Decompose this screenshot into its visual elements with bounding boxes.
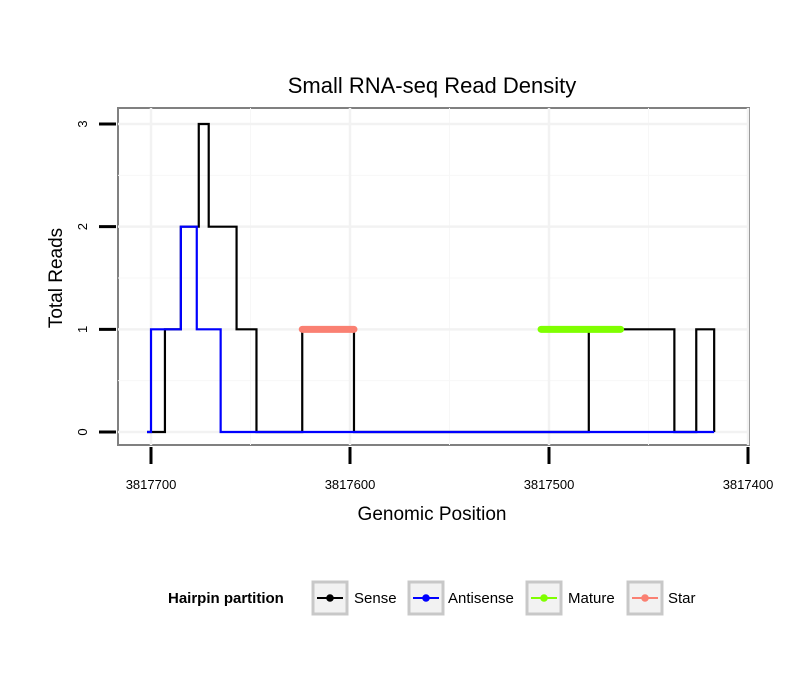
legend-key-point [641, 594, 649, 602]
y-axis: 0 1 2 3 [75, 120, 116, 436]
x-axis-title: Genomic Position [358, 504, 507, 525]
legend-label: Mature [568, 590, 615, 607]
legend-item-star: Star [626, 580, 696, 616]
legend-item-mature: Mature [525, 580, 615, 616]
plot-panel [117, 107, 750, 446]
legend-label: Sense [354, 590, 397, 607]
series-line-antisense [147, 225, 715, 434]
legend-title: Hairpin partition [168, 590, 284, 607]
legend-key-point [326, 594, 334, 602]
x-tick-label: 3817400 [723, 477, 774, 492]
y-tick-label: 3 [75, 120, 90, 127]
legend-label: Star [668, 590, 696, 607]
chart-title: Small RNA-seq Read Density [288, 73, 577, 98]
legend-key-point [540, 594, 548, 602]
legend-item-sense: Sense [311, 580, 397, 616]
legend-label: Antisense [448, 590, 514, 607]
x-tick-label: 3817700 [126, 477, 177, 492]
y-axis-title: Total Reads [46, 228, 67, 328]
x-tick-label: 3817500 [524, 477, 575, 492]
y-tick-label: 1 [75, 326, 90, 333]
x-axis: 3817700 3817600 3817500 3817400 [126, 447, 774, 492]
legend-item-antisense: Antisense [407, 580, 514, 616]
y-tick-label: 0 [75, 428, 90, 435]
legend-key-point [422, 594, 430, 602]
series-layer [147, 122, 716, 434]
y-tick-label: 2 [75, 223, 90, 230]
legend: Hairpin partition Sense Antisense Mature St… [168, 580, 696, 616]
x-tick-label: 3817600 [325, 477, 376, 492]
